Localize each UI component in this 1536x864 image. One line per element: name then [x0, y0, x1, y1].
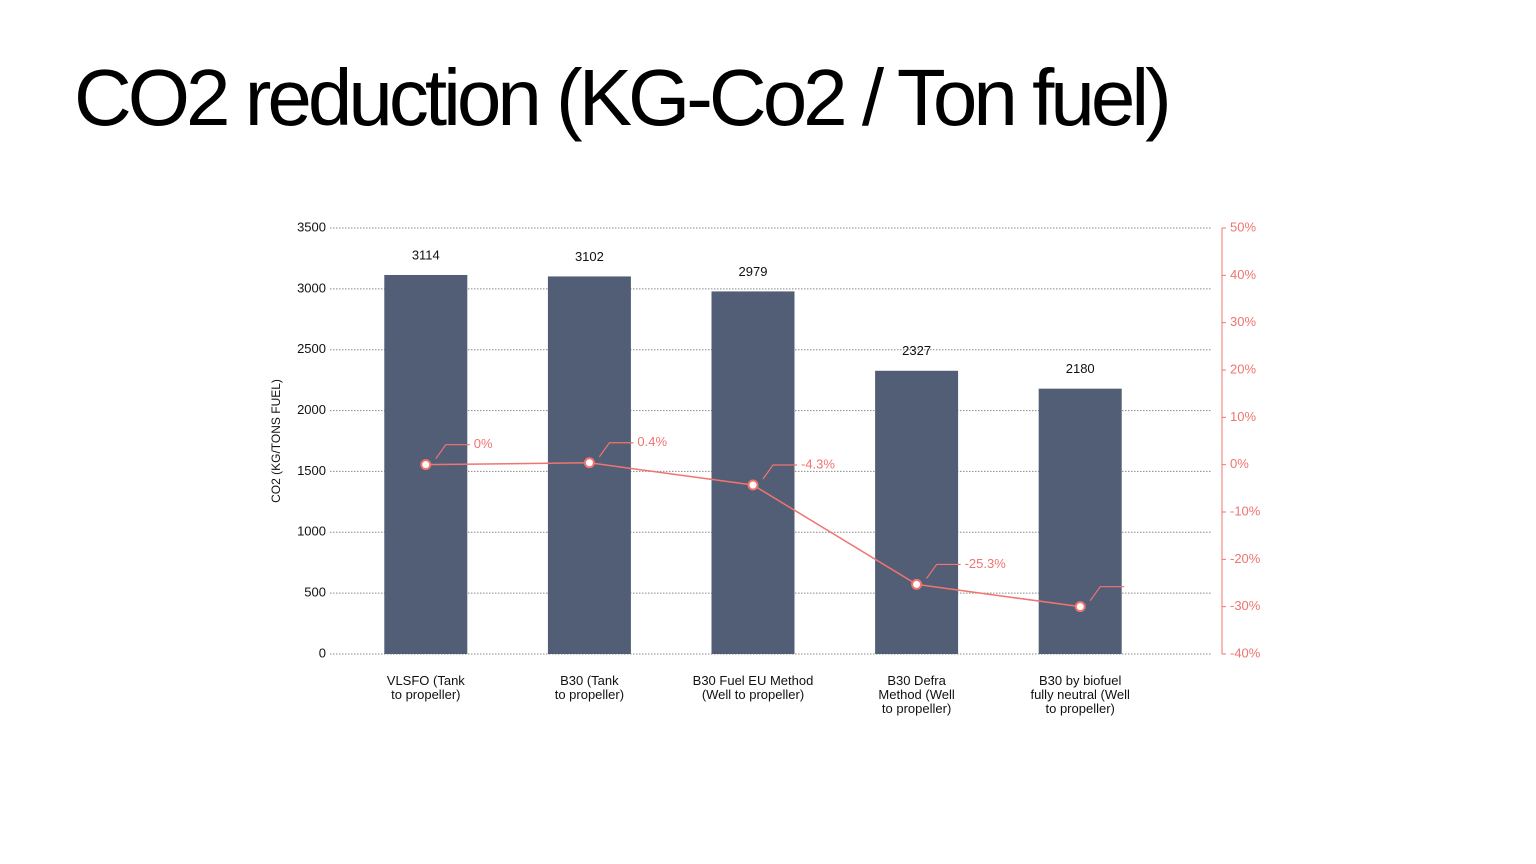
line-value-label: -4.3%	[801, 456, 835, 471]
y2-tick-label: -30%	[1230, 598, 1261, 613]
x-tick-label: B30 (Tank to propeller)	[554, 673, 625, 702]
line-point	[911, 578, 923, 590]
bar-value-label: 3102	[575, 249, 604, 264]
line-point	[420, 459, 432, 471]
callout-line	[1089, 586, 1125, 602]
y2-tick-label: 30%	[1230, 314, 1256, 329]
y2-tick-label: 20%	[1230, 361, 1256, 376]
x-tick-label: B30 Defra Method (Well to propeller)	[878, 673, 955, 716]
bar	[1038, 388, 1122, 654]
chart-title: CO2 reduction (KG-Co2 / Ton fuel)	[74, 53, 1172, 142]
callout-line	[435, 444, 470, 460]
bar-value-label: 2979	[739, 264, 768, 279]
y2-tick-label: 40%	[1230, 267, 1256, 282]
y-tick-label: 2000	[297, 402, 326, 417]
bar	[711, 291, 795, 654]
y-tick-label: 0	[319, 645, 326, 660]
x-tick-label: B30 by biofuel fully neutral (Well to pr…	[1030, 673, 1130, 716]
line-value-label: 0%	[474, 436, 493, 451]
x-tick-label: B30 Fuel EU Method (Well to propeller)	[692, 673, 814, 702]
y-tick-label: 1500	[297, 463, 326, 478]
bar-value-label: 3114	[412, 247, 440, 262]
y2-tick-label: 50%	[1230, 219, 1256, 234]
y2-tick-label: -10%	[1230, 503, 1261, 518]
line-point	[1074, 601, 1086, 613]
y2-tick-label: 0%	[1230, 456, 1249, 471]
bar	[875, 370, 959, 654]
callout-line	[598, 442, 634, 458]
y2-tick-label: -40%	[1230, 645, 1261, 660]
y2-tick-label: 10%	[1230, 409, 1256, 424]
y-tick-label: 2500	[297, 341, 326, 356]
y2-tick-label: -20%	[1230, 551, 1261, 566]
line-value-label: 0.4%	[637, 434, 667, 449]
line-point	[747, 479, 759, 491]
line-point	[583, 457, 595, 469]
callout-line	[926, 563, 961, 579]
x-tick-label: VLSFO (Tank to propeller)	[386, 673, 465, 702]
bar-value-label: 2327	[902, 343, 931, 358]
line-value-label: -25.3%	[965, 556, 1007, 571]
y-tick-label: 3000	[297, 280, 326, 295]
y-tick-label: 500	[304, 585, 326, 600]
y-tick-label: 1000	[297, 524, 326, 539]
bar-value-label: 2180	[1066, 361, 1095, 376]
callout-line	[762, 464, 797, 480]
y-axis-title: CO2 (KG/TONS FUEL)	[269, 379, 283, 503]
y-tick-label: 3500	[297, 219, 326, 234]
